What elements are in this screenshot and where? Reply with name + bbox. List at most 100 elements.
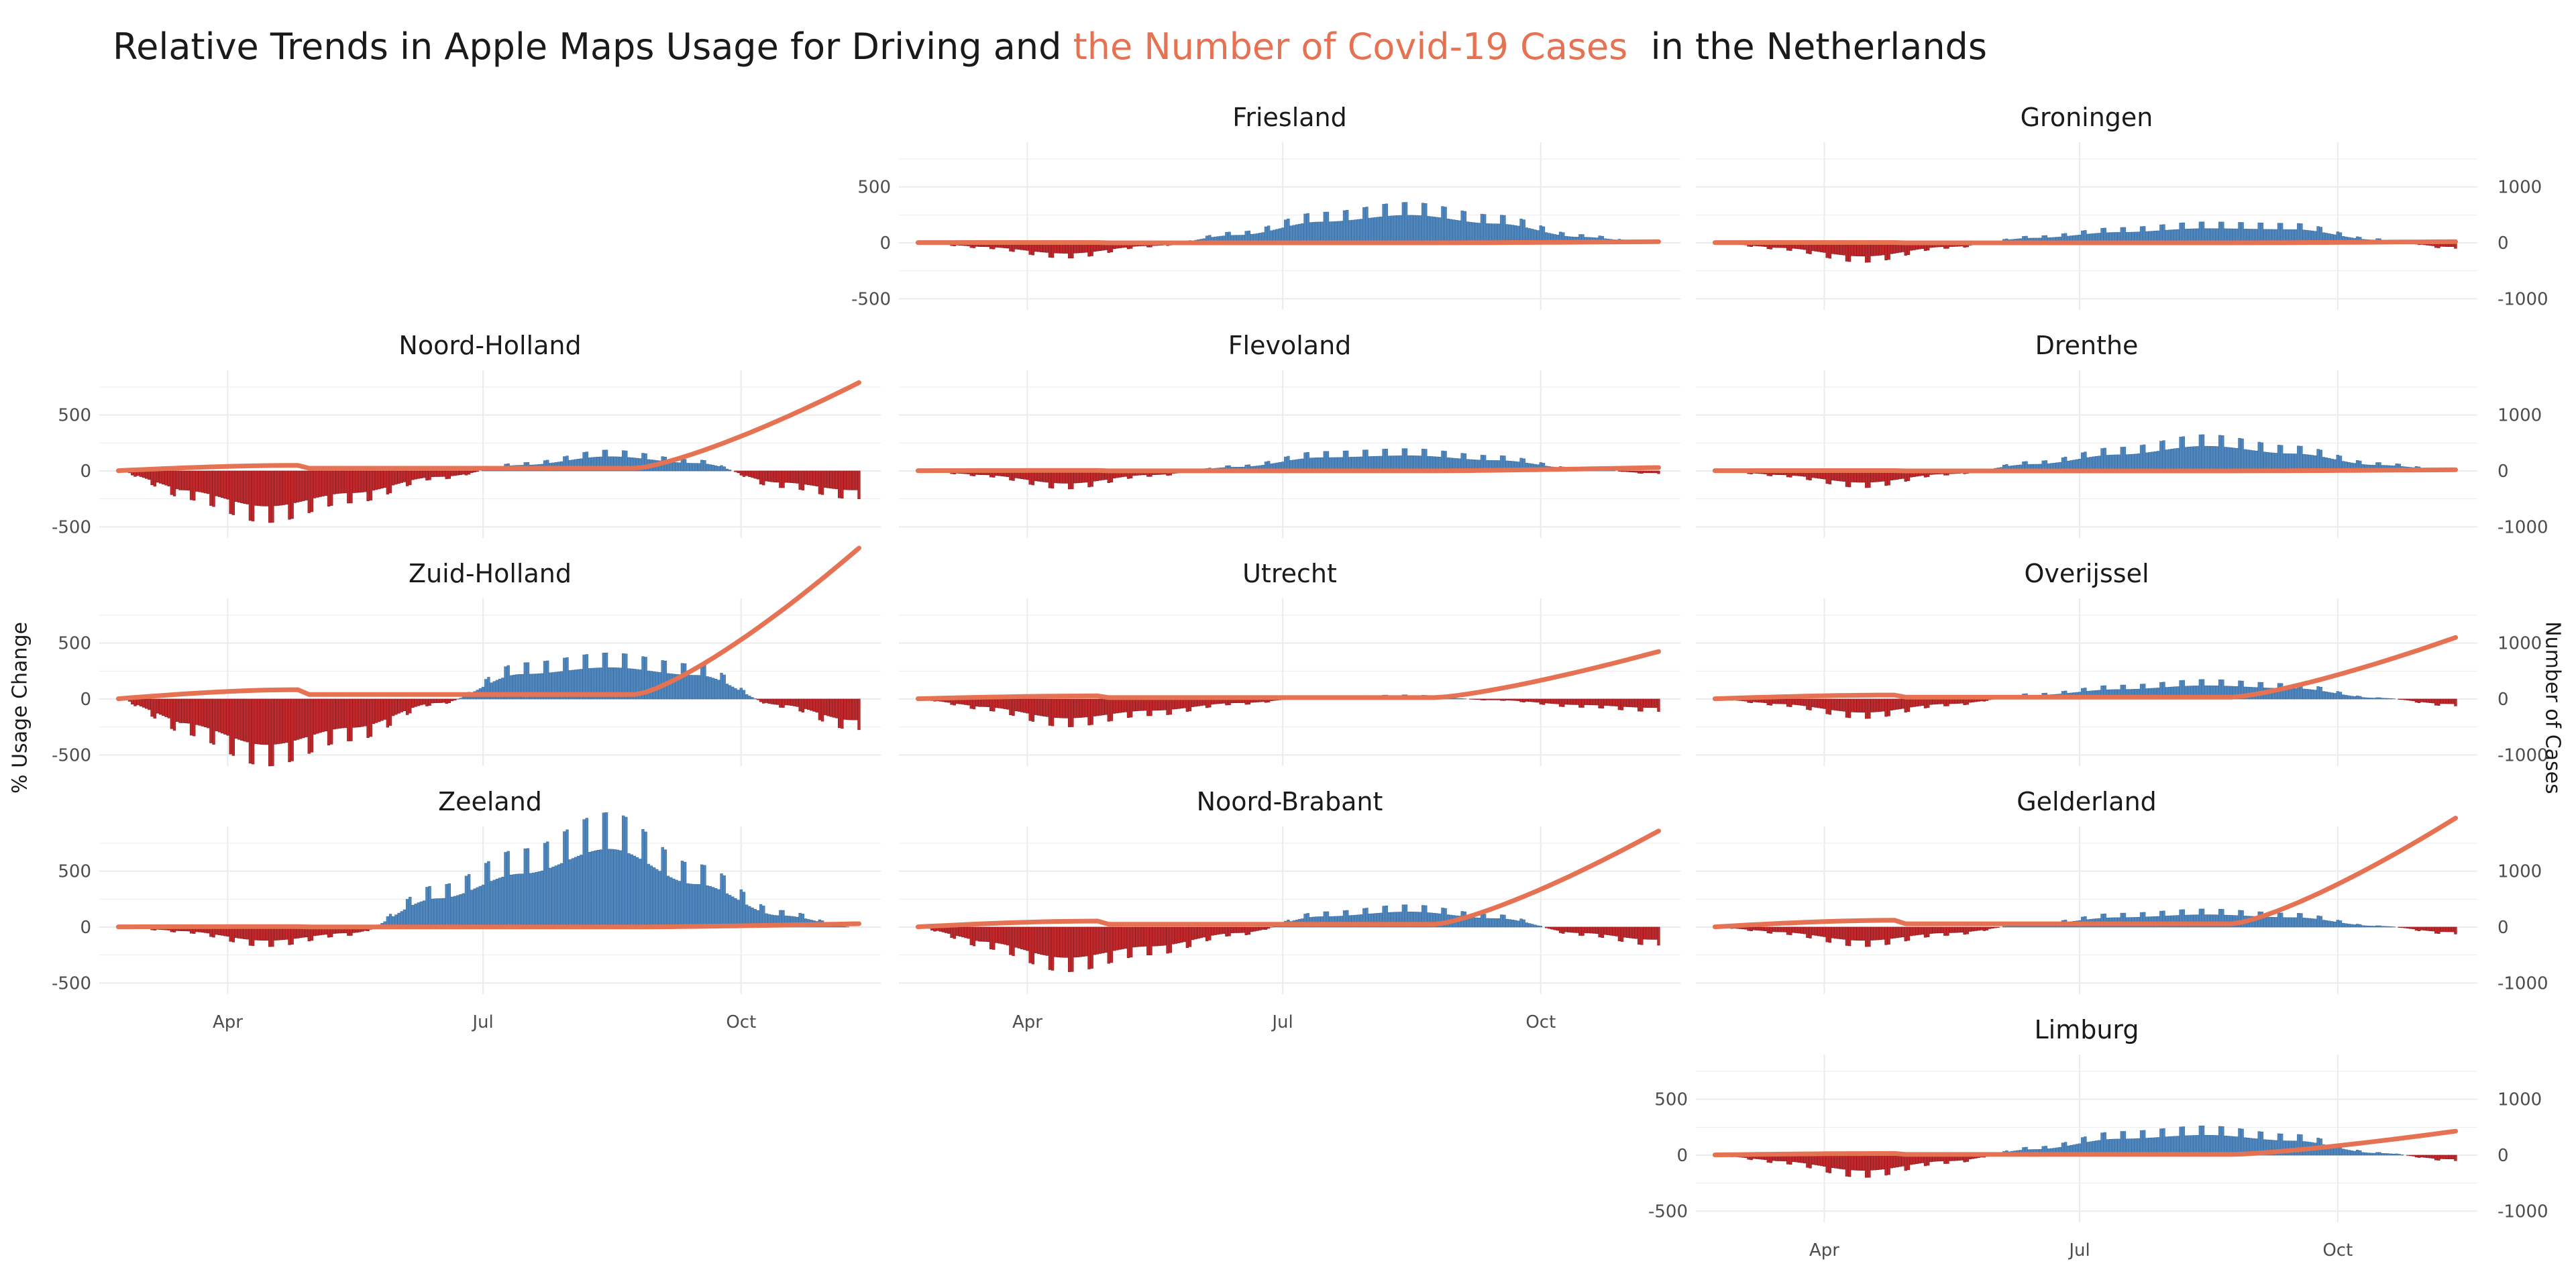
- usage-bar: [1811, 926, 1815, 936]
- usage-bar: [209, 698, 213, 743]
- usage-bar: [271, 470, 274, 523]
- usage-bar: [248, 926, 252, 946]
- usage-bar: [1556, 926, 1560, 931]
- usage-bar: [2378, 697, 2381, 700]
- usage-bar: [1548, 926, 1551, 929]
- usage-bar: [647, 670, 650, 700]
- usage-bar: [257, 698, 260, 745]
- usage-bar: [501, 877, 504, 928]
- usage-bar: [299, 698, 303, 739]
- usage-bar: [2123, 447, 2127, 472]
- usage-bar: [2400, 926, 2404, 928]
- usage-bar: [1856, 698, 1860, 713]
- usage-bar: [1126, 698, 1130, 718]
- usage-bar: [2103, 1132, 2106, 1156]
- usage-bar: [767, 698, 771, 704]
- usage-bar: [711, 887, 715, 928]
- usage-bar: [1087, 470, 1091, 488]
- usage-bar: [1323, 451, 1326, 472]
- usage-bar: [1326, 451, 1330, 472]
- usage-bar: [967, 698, 970, 706]
- usage-bar: [1444, 908, 1447, 928]
- usage-bar: [2120, 447, 2123, 472]
- y-tick-label-left: 0: [1676, 1146, 1688, 1166]
- usage-bar: [585, 654, 588, 700]
- usage-bar: [2431, 926, 2435, 932]
- usage-bar: [1772, 926, 1776, 932]
- usage-bar: [1859, 1155, 1863, 1171]
- usage-bar: [697, 463, 701, 472]
- usage-bar: [217, 470, 221, 497]
- usage-bar: [2139, 1130, 2143, 1156]
- usage-bar: [285, 470, 288, 505]
- usage-bar: [708, 886, 712, 928]
- usage-bar: [234, 698, 238, 739]
- usage-bar: [1508, 919, 1511, 928]
- usage-bar: [1059, 926, 1063, 958]
- usage-bar: [1177, 926, 1181, 943]
- usage-bar: [1472, 917, 1475, 928]
- usage-bar: [602, 812, 606, 928]
- usage-bar: [1163, 698, 1167, 710]
- usage-bar: [1834, 698, 1837, 711]
- usage-bar: [405, 470, 409, 486]
- usage-bar: [2274, 1140, 2277, 1156]
- usage-bar: [1161, 926, 1164, 946]
- usage-bar: [1407, 912, 1411, 928]
- usage-bar: [2224, 447, 2227, 472]
- usage-bar: [2218, 1126, 2222, 1156]
- usage-bar: [2333, 921, 2337, 928]
- y-tick-label-right: 0: [2498, 462, 2509, 482]
- usage-bar: [658, 871, 661, 928]
- usage-bar: [148, 698, 151, 710]
- usage-bar: [1806, 1155, 1809, 1168]
- usage-bar: [1811, 698, 1815, 708]
- usage-bar: [2187, 914, 2191, 928]
- usage-bar: [1589, 926, 1593, 934]
- usage-bar: [1764, 698, 1767, 703]
- usage-bar: [1356, 219, 1360, 244]
- x-tick-label: Jul: [471, 1012, 493, 1032]
- usage-bar: [1994, 926, 1997, 928]
- usage-bar: [2434, 926, 2438, 934]
- usage-bar: [1809, 1155, 1812, 1169]
- usage-bar: [1519, 698, 1523, 702]
- usage-bar: [1581, 926, 1585, 936]
- usage-bar: [722, 875, 726, 928]
- usage-bar: [577, 855, 580, 928]
- usage-bar: [2201, 434, 2205, 472]
- usage-bar: [2167, 915, 2171, 928]
- usage-bar: [1095, 926, 1099, 955]
- usage-bar: [955, 926, 959, 936]
- usage-bar: [588, 457, 592, 472]
- usage-bar: [770, 470, 773, 482]
- usage-bar: [170, 470, 174, 495]
- facet-title: Limburg: [2034, 1015, 2139, 1044]
- usage-bar: [1584, 926, 1587, 933]
- usage-bar: [186, 698, 191, 724]
- usage-bar: [2159, 224, 2163, 244]
- usage-bar: [419, 698, 423, 706]
- usage-bar: [1421, 905, 1425, 928]
- usage-bar: [1564, 698, 1568, 705]
- usage-bar: [1943, 698, 1947, 706]
- usage-bar: [1831, 698, 1835, 710]
- usage-bar: [1951, 698, 1955, 704]
- usage-bar: [1340, 916, 1344, 928]
- usage-bar: [1135, 698, 1138, 712]
- usage-bar: [447, 470, 451, 479]
- usage-bar: [2283, 1140, 2286, 1156]
- usage-bar: [1059, 698, 1063, 718]
- usage-bar: [383, 698, 386, 720]
- usage-bar: [686, 463, 690, 472]
- usage-bar: [459, 470, 462, 475]
- usage-bar: [1489, 698, 1492, 700]
- usage-bar: [1823, 926, 1826, 937]
- usage-bar: [2409, 698, 2412, 701]
- cases-line: [115, 380, 861, 474]
- usage-bar: [978, 926, 981, 942]
- usage-bar: [1303, 914, 1307, 928]
- usage-bar: [818, 698, 822, 720]
- usage-bar: [1884, 926, 1888, 945]
- usage-bar: [1587, 698, 1591, 705]
